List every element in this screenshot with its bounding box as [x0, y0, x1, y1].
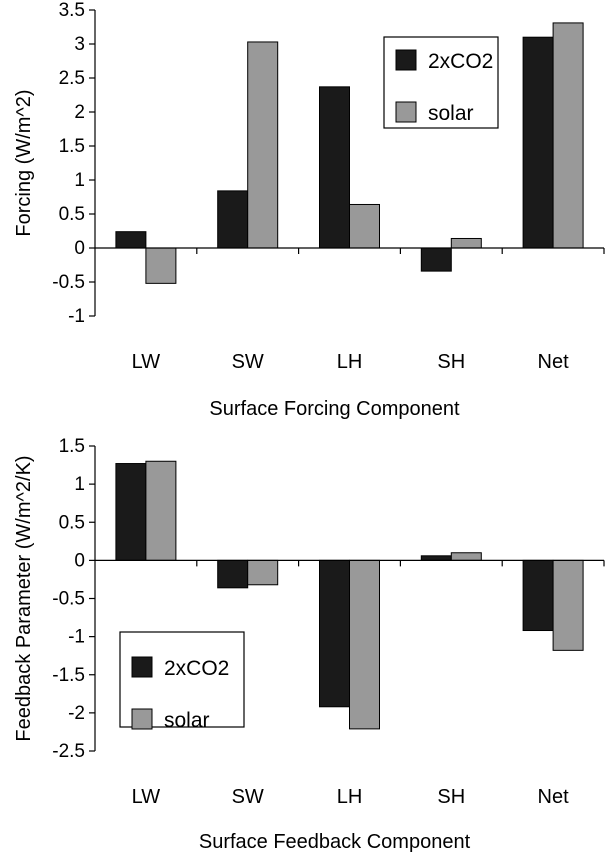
forcing-bar-2xco2-lw	[115, 231, 147, 249]
feedback-y-tick-label: -1	[68, 627, 85, 648]
forcing-category-label-lh: LH	[337, 351, 363, 373]
feedback-category-label-lw: LW	[132, 786, 161, 808]
feedback-bar-2xco2-lw	[115, 463, 147, 561]
forcing-x-axis-title: Surface Forcing Component	[209, 398, 460, 420]
forcing-y-tick-label: 1	[74, 170, 85, 191]
feedback-y-tick-label: 1.5	[59, 436, 85, 457]
feedback-chart-svg: 1.5 1 0.5 0 -0.5 -1 -1.5 -2 -2.5 LW SW LH SH Net Surfa…	[13, 436, 605, 853]
forcing-bar-2xco2-sh	[420, 247, 452, 272]
feedback-bar-2xco2-net	[522, 559, 554, 632]
feedback-category-label-net: Net	[538, 786, 570, 808]
feedback-bar-solar-lw	[145, 460, 177, 561]
forcing-bar-2xco2-lh	[319, 86, 350, 249]
feedback-bar-2xco2-sw	[217, 559, 249, 589]
forcing-bar-2xco2-net	[522, 36, 554, 249]
forcing-y-tick-label: 3.5	[59, 0, 85, 21]
feedback-bar-solar-sw	[247, 559, 279, 586]
forcing-legend-swatch-solar	[395, 101, 417, 123]
feedback-y-tick-label: -2	[68, 703, 85, 724]
forcing-y-tick-label: -1	[68, 306, 85, 327]
forcing-y-tick-label: -0.5	[52, 272, 85, 293]
forcing-bar-solar-sh	[450, 237, 482, 249]
forcing-legend-swatch-2xco2	[395, 49, 417, 71]
forcing-y-tick-label: 3	[74, 34, 85, 55]
feedback-y-tick-label: -1.5	[52, 665, 85, 686]
forcing-category-label-sh: SH	[437, 351, 465, 373]
forcing-chart-svg: 3.5 3 2.5 2 1.5 1 0.5 0 -0.5 -1 LW SW LH SH Net Surface…	[13, 0, 605, 420]
feedback-x-axis-title: Surface Feedback Component	[199, 831, 471, 853]
feedback-chart: 1.5 1 0.5 0 -0.5 -1 -1.5 -2 -2.5 LW SW LH SH Net Surfa…	[0, 430, 609, 855]
feedback-y-tick-label: -0.5	[52, 589, 85, 610]
forcing-y-axis-title: Forcing (W/m^2)	[13, 89, 35, 236]
feedback-bar-solar-net	[552, 559, 584, 651]
feedback-category-label-lh: LH	[337, 786, 363, 808]
forcing-bar-2xco2-sw	[217, 190, 249, 249]
feedback-y-axis-title: Feedback Parameter (W/m^2/K)	[13, 455, 35, 741]
feedback-legend-swatch-solar	[131, 708, 153, 730]
forcing-y-tick-label: 2.5	[59, 68, 85, 89]
feedback-y-tick-label: -2.5	[52, 741, 85, 762]
forcing-category-label-lw: LW	[132, 351, 161, 373]
feedback-y-tick-label: 0.5	[59, 512, 85, 533]
forcing-y-tick-label: 1.5	[59, 136, 85, 157]
forcing-y-tick-label: 2	[74, 102, 85, 123]
feedback-bar-2xco2-lh	[319, 559, 350, 708]
feedback-bar-solar-sh	[450, 552, 482, 561]
feedback-y-tick-label: 0	[74, 550, 85, 571]
forcing-bar-solar-sw	[247, 41, 279, 249]
forcing-bar-solar-lw	[145, 247, 177, 284]
forcing-category-label-net: Net	[538, 351, 570, 373]
feedback-y-tick-label: 1	[74, 474, 85, 495]
forcing-legend-label-solar: solar	[428, 102, 474, 125]
forcing-category-label-sw: SW	[232, 351, 264, 373]
forcing-bar-solar-net	[552, 22, 584, 249]
feedback-category-label-sw: SW	[232, 786, 264, 808]
feedback-legend-swatch-2xco2	[131, 656, 153, 678]
feedback-legend-label-2xco2: 2xCO2	[164, 657, 229, 680]
forcing-legend-label-2xco2: 2xCO2	[428, 50, 493, 73]
forcing-chart: 3.5 3 2.5 2 1.5 1 0.5 0 -0.5 -1 LW SW LH SH Net Surface…	[13, 0, 605, 420]
feedback-bar-2xco2-sh	[420, 555, 452, 561]
feedback-category-label-sh: SH	[437, 786, 465, 808]
feedback-bar-solar-lh	[349, 559, 380, 730]
feedback-legend-label-solar: solar	[164, 709, 210, 732]
forcing-bar-solar-lh	[349, 203, 380, 249]
forcing-y-tick-label: 0.5	[59, 204, 85, 225]
forcing-y-tick-label: 0	[74, 238, 85, 259]
